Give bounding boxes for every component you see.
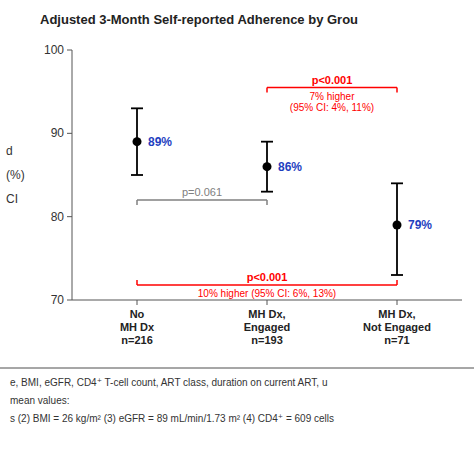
error-cap [391,182,403,184]
bracket-end [396,280,398,285]
data-label: 86% [278,160,302,174]
y-axis [72,50,73,300]
bracket-note: 10% higher (95% CI: 6%, 13%) [198,288,336,299]
text-line: (%) [6,168,25,182]
text-line: n=71 [384,334,409,346]
text-line: 7% higher [309,91,355,102]
error-cap [131,174,143,176]
bracket-end [266,200,268,205]
error-cap [131,107,143,109]
separator [0,368,474,369]
p-value: p<0.001 [247,271,288,283]
error-cap [391,274,403,276]
text-line: MH Dx, [248,308,285,320]
y-axis-label: d (%) CI [6,144,25,206]
bracket [137,200,267,205]
y-tick [67,216,72,217]
bracket-bar [137,199,267,201]
text-line: d [6,144,13,158]
error-bar [391,183,403,275]
bracket-note: 7% higher(95% CI: 4%, 11%) [290,91,374,113]
text-line: (95% CI: 4%, 11%) [290,102,374,113]
title: Adjusted 3-Month Self-reported Adherence… [40,12,358,27]
x-tick-label: MH Dx,Engagedn=193 [244,308,290,346]
data-label: 79% [408,218,432,232]
text-line: Not Engaged [363,321,431,333]
y-tick-label: 70 [51,293,65,307]
point [393,221,402,230]
p-value: p<0.001 [312,74,353,86]
x-tick [267,300,268,305]
bracket-end [396,88,398,93]
y-tick [67,133,72,134]
bracket-bar [267,87,397,89]
footnote: mean values: [10,395,69,406]
text-line: 10% higher (95% CI: 6%, 13%) [198,288,336,299]
text-line: n=193 [251,334,283,346]
error-cap [261,191,273,193]
y-tick-label: 90 [51,126,65,140]
text-line: MH Dx [120,321,155,333]
x-tick-label: NoMH Dxn=216 [120,308,155,346]
y-tick-label: 80 [51,210,65,224]
x-tick [397,300,398,305]
error-cap [261,141,273,143]
bracket-end [136,200,138,205]
y-tick [67,300,72,301]
bracket-end [136,280,138,285]
bracket-bar [137,284,397,286]
point [263,162,272,171]
text-line: CI [6,192,18,206]
footnote: e, BMI, eGFR, CD4⁺ T-cell count, ART cla… [10,377,327,388]
p-value: p=0.061 [182,186,222,198]
error-bar [261,142,273,192]
plot-area [131,88,403,286]
text-line: No [130,308,145,320]
y-tick-label: 100 [44,43,64,57]
error-bar [131,108,143,175]
chart: Adjusted 3-Month Self-reported Adherence… [0,0,474,474]
footnote: s (2) BMI = 26 kg/m² (3) eGFR = 89 mL/mi… [10,413,334,424]
text-line: Engaged [244,321,290,333]
text-line: MH Dx, [378,308,415,320]
bracket-end [266,88,268,93]
text-line: n=216 [121,334,153,346]
y-tick [67,50,72,51]
point [133,137,142,146]
x-tick [137,300,138,305]
data-label: 89% [148,135,172,149]
x-tick-label: MH Dx,Not Engagedn=71 [363,308,431,346]
